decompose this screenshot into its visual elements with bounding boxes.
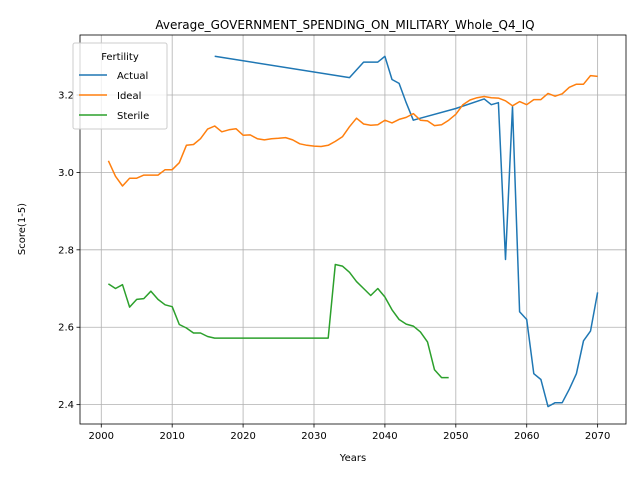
y-tick-label: 2.6 xyxy=(58,323,74,334)
y-tick-label: 2.4 xyxy=(58,400,74,411)
y-tick-label: 3.0 xyxy=(58,168,74,179)
legend: Fertility Actual Ideal Sterile xyxy=(72,42,168,130)
x-tick-label: 2060 xyxy=(514,431,539,442)
series-line-ideal xyxy=(107,74,598,187)
y-tick-label: 2.8 xyxy=(58,245,74,256)
series-lines xyxy=(107,55,599,408)
y-axis-label: Score(1-5) xyxy=(17,203,28,255)
legend-title: Fertility xyxy=(101,52,139,63)
x-tick-label: 2000 xyxy=(89,431,114,442)
series-line-actual xyxy=(214,55,599,408)
x-tick-label: 2050 xyxy=(443,431,468,442)
legend-entry-actual: Actual xyxy=(117,71,148,82)
legend-entry-ideal: Ideal xyxy=(117,91,141,102)
grid xyxy=(80,35,626,424)
x-tick-label: 2030 xyxy=(301,431,326,442)
axis-ticks: 2000 2010 2020 2030 2040 2050 2060 2070 2.4 2.6 2.… xyxy=(58,90,610,442)
x-tick-label: 2070 xyxy=(585,431,610,442)
chart-title: Average_GOVERNMENT_SPENDING_ON_MILITARY_… xyxy=(155,18,534,32)
series-line-sterile xyxy=(107,263,449,379)
y-tick-label: 3.2 xyxy=(58,90,74,101)
legend-entry-sterile: Sterile xyxy=(117,111,149,122)
plot-frame xyxy=(79,34,627,425)
x-tick-label: 2040 xyxy=(372,431,397,442)
x-tick-label: 2020 xyxy=(230,431,255,442)
legend-box xyxy=(72,42,168,130)
x-axis-label: Years xyxy=(339,453,366,464)
x-tick-label: 2010 xyxy=(159,431,184,442)
